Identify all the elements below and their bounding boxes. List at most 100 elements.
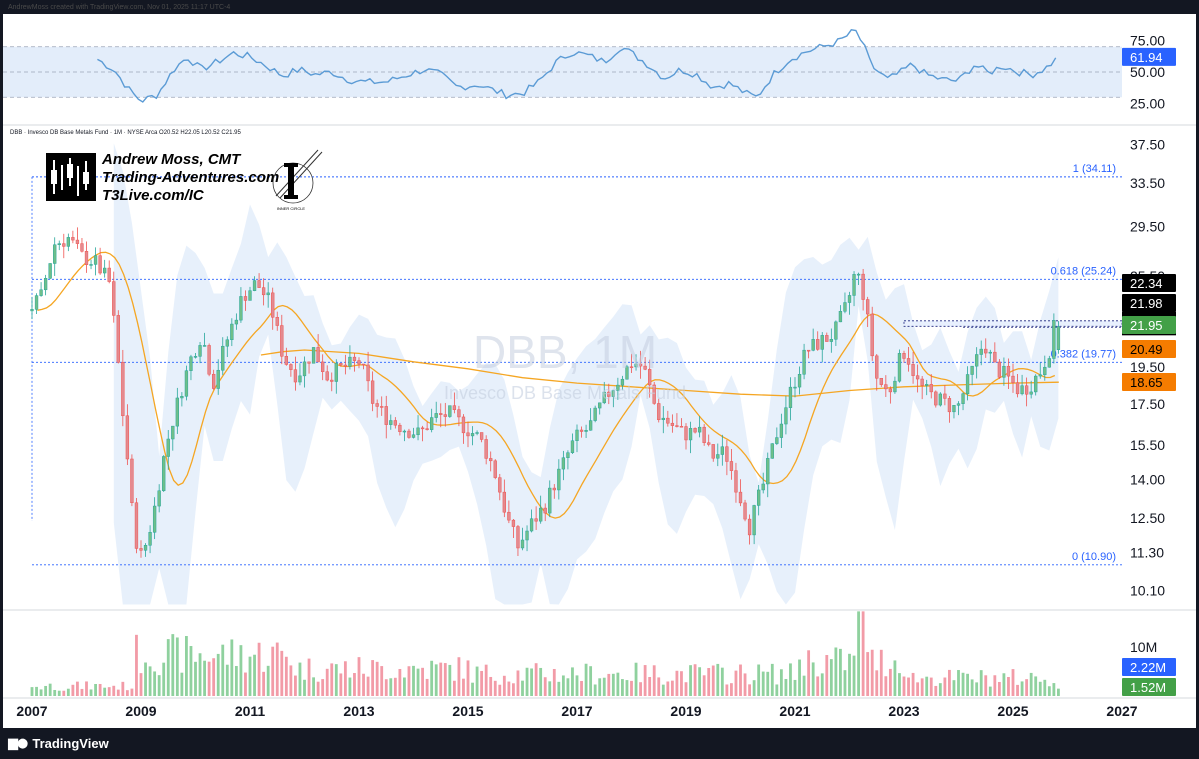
candle[interactable] (543, 507, 547, 514)
volume-bar[interactable] (94, 683, 97, 696)
candle[interactable] (588, 420, 593, 431)
volume-bar[interactable] (1016, 684, 1019, 696)
volume-bar[interactable] (961, 672, 965, 696)
volume-bar[interactable] (730, 683, 733, 696)
volume-bar[interactable] (893, 660, 897, 696)
volume-bar[interactable] (348, 677, 352, 696)
candle[interactable] (34, 295, 39, 310)
candle[interactable] (666, 417, 670, 424)
candle[interactable] (816, 339, 820, 350)
volume-bar[interactable] (403, 677, 406, 696)
volume-bar[interactable] (866, 652, 870, 696)
volume-bar[interactable] (521, 680, 524, 696)
volume-bar[interactable] (530, 668, 533, 696)
volume-bar[interactable] (525, 667, 529, 696)
candle[interactable] (847, 295, 852, 303)
candle[interactable] (1038, 374, 1042, 377)
volume-bar[interactable] (1034, 676, 1038, 696)
candle[interactable] (539, 507, 543, 522)
volume-bar[interactable] (698, 667, 702, 696)
volume-bar[interactable] (171, 634, 175, 696)
candle[interactable] (915, 375, 920, 380)
volume-bar[interactable] (484, 664, 488, 696)
volume-bar[interactable] (121, 681, 125, 696)
candle[interactable] (661, 417, 665, 421)
volume-bar[interactable] (1025, 679, 1029, 696)
candle[interactable] (648, 369, 652, 386)
volume-bar[interactable] (934, 685, 938, 696)
candle[interactable] (357, 360, 361, 365)
candle[interactable] (348, 356, 352, 367)
candle[interactable] (716, 454, 720, 459)
tradingview-logo[interactable]: ▆● TradingView (8, 735, 109, 751)
volume-bar[interactable] (684, 682, 688, 696)
candle[interactable] (448, 405, 452, 417)
volume-bar[interactable] (561, 675, 565, 696)
candle[interactable] (775, 437, 779, 444)
volume-bar[interactable] (602, 677, 606, 696)
candle[interactable] (334, 363, 338, 382)
candle[interactable] (202, 345, 207, 347)
volume-bar[interactable] (984, 675, 988, 696)
candle[interactable] (239, 296, 243, 321)
volume-bar[interactable] (116, 689, 120, 696)
volume-bar[interactable] (343, 661, 347, 696)
volume-bar[interactable] (548, 681, 552, 696)
volume-bar[interactable] (557, 681, 561, 696)
volume-bar[interactable] (616, 672, 620, 696)
candle[interactable] (797, 374, 802, 388)
candle[interactable] (193, 356, 198, 358)
candle[interactable] (743, 502, 747, 520)
volume-bar[interactable] (57, 690, 61, 696)
candle[interactable] (461, 416, 466, 434)
candle[interactable] (843, 302, 847, 312)
candle[interactable] (411, 434, 416, 438)
candle[interactable] (938, 393, 942, 406)
volume-bar[interactable] (298, 662, 302, 696)
volume-bar[interactable] (789, 663, 792, 696)
volume-bar[interactable] (130, 688, 134, 696)
candle[interactable] (157, 490, 161, 507)
candle[interactable] (184, 370, 189, 397)
candle[interactable] (1015, 382, 1020, 395)
volume-bar[interactable] (861, 611, 865, 696)
candle[interactable] (1056, 326, 1061, 350)
candle[interactable] (425, 428, 429, 430)
candle[interactable] (43, 278, 48, 291)
volume-bar[interactable] (1047, 686, 1051, 696)
candle[interactable] (80, 243, 84, 252)
candle[interactable] (757, 489, 761, 506)
volume-bar[interactable] (307, 658, 311, 696)
volume-bar[interactable] (1002, 673, 1006, 696)
candle[interactable] (402, 430, 407, 433)
candle[interactable] (248, 290, 252, 301)
candle[interactable] (902, 353, 906, 359)
candle[interactable] (534, 518, 538, 522)
volume-bar[interactable] (571, 667, 574, 696)
volume-bar[interactable] (711, 665, 715, 696)
volume-bar[interactable] (611, 673, 615, 696)
candle[interactable] (829, 339, 833, 342)
candle[interactable] (175, 397, 179, 427)
volume-bar[interactable] (175, 637, 179, 696)
candle[interactable] (965, 374, 970, 395)
volume-bar[interactable] (793, 679, 797, 696)
candle[interactable] (489, 458, 493, 462)
volume-bar[interactable] (1020, 681, 1024, 696)
candle[interactable] (952, 405, 956, 413)
volume-bar[interactable] (434, 664, 438, 696)
volume-bar[interactable] (480, 670, 484, 696)
resistance-box[interactable] (903, 320, 1123, 327)
volume-bar[interactable] (997, 681, 1001, 696)
volume-bar[interactable] (62, 690, 66, 696)
volume-bar[interactable] (35, 686, 38, 696)
volume-bar[interactable] (852, 655, 856, 696)
candle[interactable] (934, 391, 938, 406)
volume-bar[interactable] (589, 666, 593, 696)
candle[interactable] (1024, 385, 1029, 395)
volume-bar[interactable] (925, 676, 929, 696)
volume-bar[interactable] (834, 647, 838, 696)
volume-bar[interactable] (312, 677, 315, 696)
candle[interactable] (152, 505, 157, 533)
volume-bar[interactable] (816, 676, 820, 696)
